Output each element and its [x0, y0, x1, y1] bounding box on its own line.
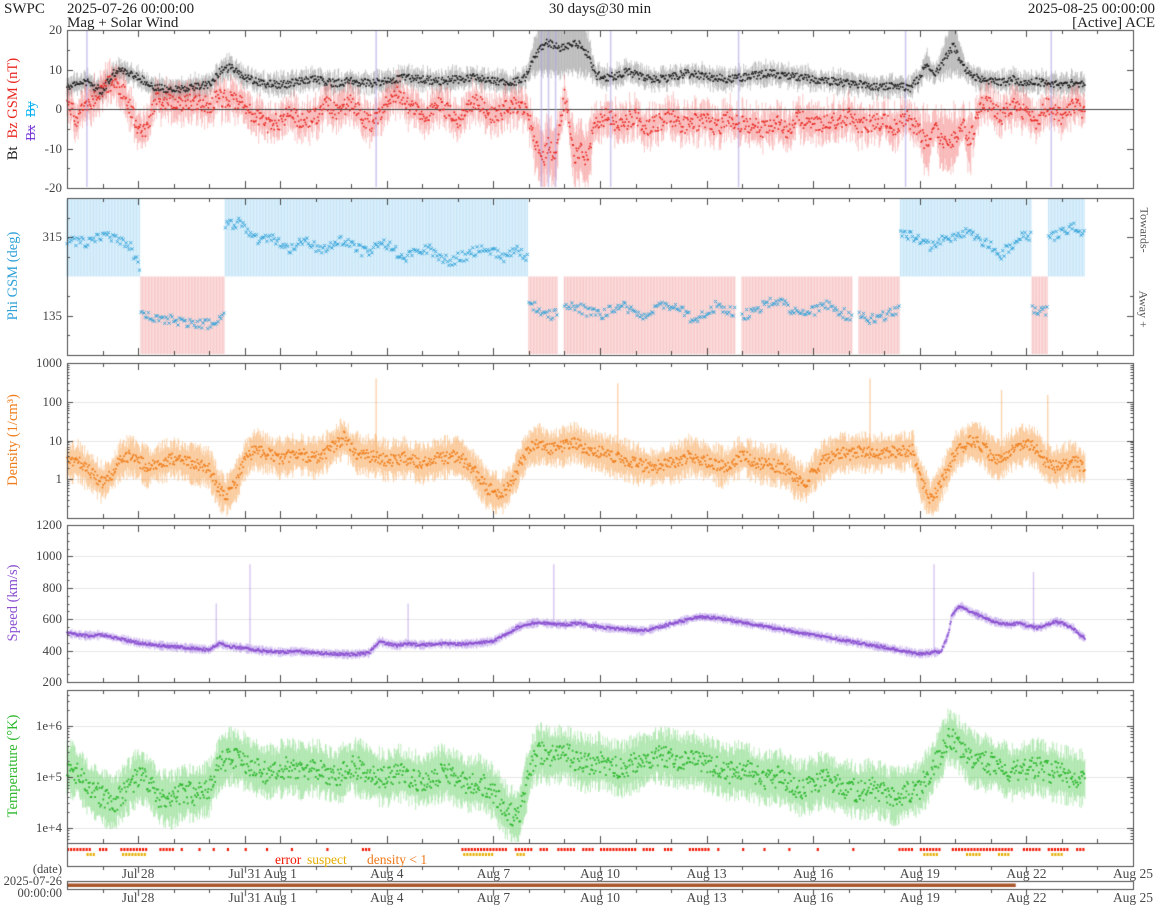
- temp-ytick-label: 1e+5: [35, 768, 62, 784]
- date-tick-label-top: Jul 28: [121, 866, 155, 881]
- phi-ytick-label: 135: [42, 307, 63, 323]
- mag-ytick-label: 10: [49, 61, 62, 77]
- date-tick-label-top: Aug 19: [899, 866, 940, 881]
- date-tick-label-bottom: Jul 31: [228, 890, 261, 905]
- mag-ytick-label: 20: [49, 22, 62, 37]
- date-tick-label-top: Aug 7: [476, 866, 511, 881]
- plot-end-time: 2025-08-25 00:00:00: [1027, 1, 1155, 17]
- speed-title-text: Speed (km/s): [5, 564, 21, 642]
- away-sector-label: Away +: [1136, 290, 1151, 328]
- speed-ytick-label: 1000: [36, 548, 62, 564]
- towards-sector-label: Towards-: [1137, 207, 1152, 253]
- density-ytick-label: 100: [42, 393, 63, 409]
- date-tick-label-bottom: Aug 1: [263, 890, 297, 905]
- date-tick-label-bottom: Aug 19: [899, 890, 940, 905]
- date-axis-label: (date): [32, 862, 62, 876]
- date-tick-label-top: Aug 1: [263, 866, 297, 881]
- mag-ytick-label: -10: [44, 140, 62, 156]
- plot-start-time: 2025-07-26 00:00:00: [67, 1, 195, 17]
- date-tick-label-top: Aug 10: [579, 866, 621, 881]
- temp-ytick-label: 1e+4: [35, 819, 62, 835]
- date-tick-label-top: Aug 25: [1112, 866, 1154, 881]
- speed-ytick-label: 1200: [36, 517, 62, 532]
- date-tick-label-top: Jul 31: [228, 866, 261, 881]
- date-tick-label-top: Aug 13: [686, 866, 727, 881]
- date-tick-label-bottom: Aug 7: [476, 890, 511, 905]
- date-tick-label-bottom: Jul 28: [121, 890, 155, 905]
- date-tick-label-top: Aug 22: [1006, 866, 1047, 881]
- date-tick-label-top: Aug 4: [370, 866, 404, 881]
- qc-legend-suspect: suspect: [307, 852, 347, 867]
- qc-legend-error: error: [275, 852, 302, 867]
- speed-ytick-label: 400: [42, 642, 63, 658]
- qc-legend-density-1: density < 1: [367, 852, 428, 867]
- origin-date: 2025-07-26: [3, 874, 62, 888]
- speed-ytick-label: 800: [42, 579, 63, 595]
- phi-ytick-label: 315: [42, 229, 63, 245]
- speed-ytick-label: 200: [42, 674, 63, 689]
- date-tick-label-bottom: Aug 4: [370, 890, 404, 905]
- date-tick-label-bottom: Aug 22: [1006, 890, 1047, 905]
- date-tick-label-bottom: Aug 25: [1112, 890, 1154, 905]
- density-ytick-label: 1: [55, 471, 63, 487]
- speed-ytick-label: 600: [42, 611, 63, 627]
- density-ytick-label: 10: [49, 432, 62, 448]
- origin-time: 00:00:00: [17, 886, 62, 900]
- phi-axis-title: Phi GSM (deg): [5, 201, 23, 351]
- plot-subtitle: Mag + Solar Wind: [67, 15, 179, 31]
- temp-ytick-label: 1e+6: [35, 717, 62, 733]
- date-tick-label-bottom: Aug 10: [579, 890, 621, 905]
- mag-ytick-label: -20: [44, 180, 62, 195]
- data-source-status: [Active] ACE: [1072, 15, 1155, 31]
- date-tick-label-top: Aug 16: [793, 866, 834, 881]
- date-tick-label-bottom: Aug 13: [686, 890, 727, 905]
- density-ytick-label: 1000: [36, 355, 62, 370]
- bx-label-disabled[interactable]: Bx: [23, 125, 38, 141]
- agency-logo-text: SWPC: [4, 1, 45, 17]
- mag-ytick-label: 0: [55, 101, 63, 116]
- date-tick-label-bottom: Aug 16: [793, 890, 834, 905]
- plot-resolution: 30 days@30 min: [548, 1, 652, 17]
